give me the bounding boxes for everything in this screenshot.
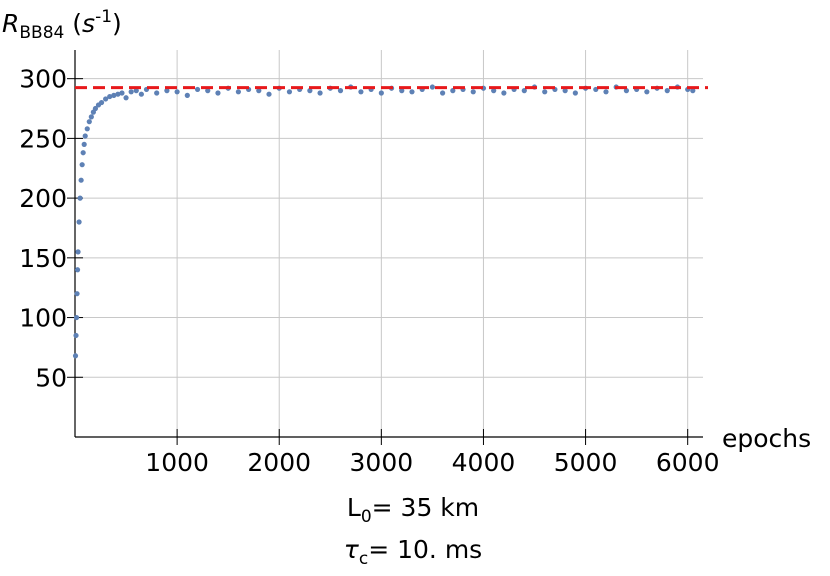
point [491,88,497,94]
point [74,291,80,297]
point [138,91,144,97]
point [429,84,435,90]
point [215,90,221,96]
y-label-part: ( [64,9,82,38]
y-tick-label: 100 [19,304,67,333]
point [73,332,79,339]
point [74,267,81,273]
x-tick-label: 1000 [145,448,209,477]
point [501,90,507,96]
point [562,88,568,94]
point [98,99,105,106]
point [86,119,92,125]
point [115,91,121,97]
point [572,90,578,96]
point [378,90,384,96]
point [133,88,139,94]
x-tick-label: 3000 [350,448,414,477]
point [73,314,80,321]
point [80,150,86,156]
point [103,96,109,102]
annotation-part: 0 [361,507,372,527]
point [256,88,262,94]
x-axis-label: epochs [722,424,811,453]
y-tick-label: 200 [19,184,67,213]
point [75,249,81,255]
point [409,89,415,95]
point [184,92,190,98]
point [92,105,99,112]
point [72,353,79,359]
point [542,89,548,95]
point [603,89,609,95]
y-tick-label: 150 [19,244,67,273]
y-label-part: -1 [95,7,112,27]
point [644,89,650,95]
point [307,88,313,94]
annotation-part: = 35 km [372,493,479,522]
point [337,88,344,94]
point [399,88,405,94]
point [358,89,364,95]
x-tick-label: 2000 [247,448,311,477]
point [79,162,85,168]
point [82,133,88,139]
y-tick-label: 50 [35,363,67,392]
point [450,88,456,94]
point [88,114,94,120]
point [107,93,113,100]
point [81,141,87,147]
point [78,177,84,183]
point [84,126,90,132]
annotation: τc= 10. ms [344,535,482,569]
y-label-part: ) [112,9,122,38]
annotation-part: c [359,549,368,569]
point [154,90,160,96]
annotation: L0= 35 km [347,493,479,527]
y-label-part: R [2,9,19,38]
x-tick-label: 6000 [656,448,720,477]
point [174,89,180,95]
x-tick-label: 5000 [554,448,618,477]
point [623,88,630,94]
y-axis-label: RBB84 (s-1) [2,7,122,43]
annotation-part: L [347,493,361,522]
point [690,88,696,94]
y-label-part: BB84 [19,23,64,43]
point [194,86,201,93]
point [521,88,527,94]
y-label-part: s [82,9,95,38]
y-tick-label: 300 [19,65,67,94]
point [235,89,241,95]
point [317,90,323,96]
point [128,89,134,95]
x-tick-label: 4000 [452,448,516,477]
point [440,90,446,96]
point [266,91,272,97]
annotation-part: τ [344,535,360,564]
point [77,195,83,201]
point [119,90,125,96]
point [164,88,170,94]
point [286,89,293,95]
point [76,219,82,225]
point [123,95,129,101]
annotation-part: = 10. ms [368,535,482,564]
point [205,88,211,94]
point [111,92,117,98]
y-tick-label: 250 [19,124,67,153]
point [470,89,476,95]
point [664,88,670,94]
